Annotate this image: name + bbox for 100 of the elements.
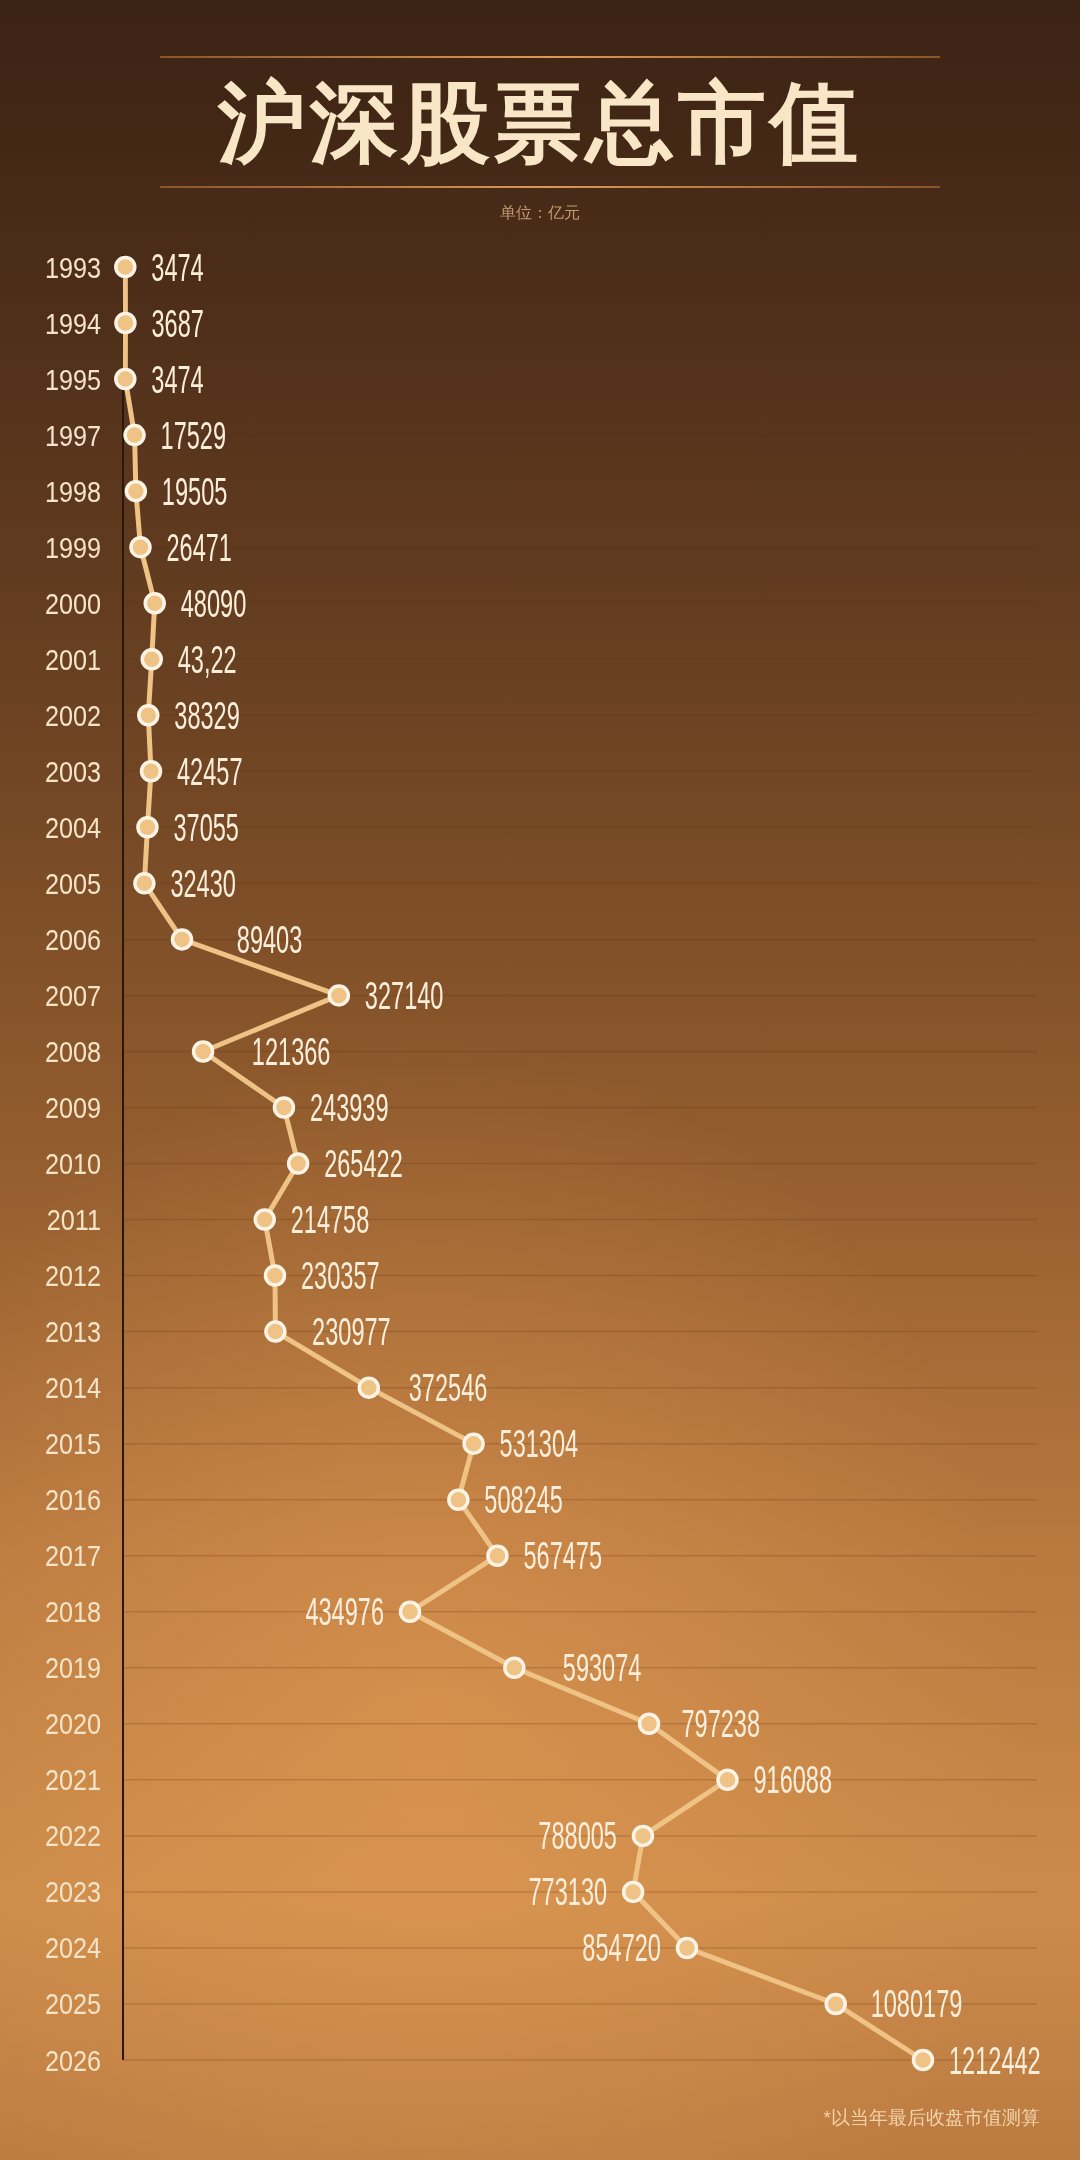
data-label: 89403 [236, 918, 303, 962]
point [621, 1880, 645, 1904]
y-tick-label: 2023 [44, 1875, 101, 1909]
y-tick-label: 2002 [44, 699, 101, 733]
data-label: 1212442 [949, 2038, 1041, 2082]
chart-subtitle: 单位：亿元 [500, 204, 580, 221]
point [486, 1544, 509, 1567]
point [462, 1432, 485, 1455]
data-label: 372546 [408, 1366, 488, 1410]
data-label: 567475 [523, 1534, 603, 1578]
y-tick-label: 2000 [44, 587, 101, 621]
data-label: 434976 [305, 1590, 385, 1634]
y-tick-label: 2024 [44, 1931, 101, 1965]
point [139, 760, 163, 783]
y-tick-label: 2020 [44, 1707, 101, 1741]
text: *以当年最后收盘市值测算 [823, 2107, 1040, 2128]
data-label: 265422 [324, 1142, 403, 1186]
data-label: 243939 [309, 1086, 389, 1130]
data-label: 17529 [160, 413, 227, 457]
data-label: 773130 [528, 1870, 608, 1914]
y-tick-label: 2009 [44, 1091, 101, 1125]
y-tick-label: 2014 [44, 1371, 101, 1405]
data-label: 854720 [582, 1926, 661, 1970]
data-label: 37055 [173, 805, 239, 850]
y-tick-label: 2008 [44, 1035, 101, 1069]
data-label: 3474 [151, 357, 204, 401]
point [716, 1768, 739, 1792]
y-tick-label: 2018 [44, 1595, 101, 1629]
data-label: 38329 [174, 693, 240, 738]
data-label: 19505 [161, 469, 228, 514]
y-tick-label: 2015 [44, 1427, 101, 1461]
y-tick-label: 2016 [44, 1483, 101, 1517]
point [253, 1208, 276, 1231]
y-tick-label: 2001 [44, 643, 101, 677]
y-tick-label: 1999 [44, 530, 101, 565]
point [114, 367, 137, 391]
data-label: 121366 [251, 1030, 331, 1074]
point [357, 1376, 381, 1399]
y-tick-label: 2010 [44, 1147, 101, 1181]
y-tick-label: 2011 [46, 1203, 101, 1237]
point [114, 311, 137, 335]
point [170, 928, 194, 951]
y-tick-label: 1994 [44, 306, 101, 340]
point [114, 255, 137, 279]
point [272, 1096, 296, 1119]
data-label: 508245 [484, 1478, 563, 1522]
point [398, 1600, 422, 1623]
data-label: 3687 [151, 301, 204, 345]
point [133, 872, 156, 895]
y-tick-label: 2007 [44, 979, 101, 1013]
point [824, 1992, 847, 2016]
y-tick-label: 2026 [44, 2043, 101, 2077]
y-tick-label: 2025 [44, 1987, 101, 2021]
point [143, 591, 166, 615]
point [447, 1488, 470, 1511]
y-tick-label: 2013 [44, 1315, 101, 1349]
point [123, 423, 146, 447]
data-label: 48090 [180, 581, 247, 626]
point [124, 479, 148, 503]
point [264, 1320, 287, 1343]
point [675, 1936, 699, 1960]
chart-title: 沪深股票总市值 [217, 73, 862, 172]
data-label: 1080179 [870, 1982, 963, 2026]
data-label: 3474 [151, 245, 204, 289]
y-tick-label: 2006 [44, 923, 101, 957]
y-tick-label: 2004 [44, 811, 101, 845]
data-label: 230977 [312, 1310, 391, 1354]
point [911, 2048, 935, 2072]
point [503, 1656, 526, 1680]
point [327, 984, 351, 1007]
point [191, 1040, 215, 1063]
point [137, 704, 160, 727]
point [631, 1824, 655, 1848]
data-label: 916088 [753, 1758, 833, 1802]
y-tick-label: 2003 [44, 755, 101, 789]
data-label: 797238 [681, 1702, 761, 1746]
point [129, 535, 152, 559]
data-label: 593074 [562, 1646, 642, 1690]
y-tick-label: 1993 [44, 250, 101, 284]
y-tick-label: 2005 [44, 867, 101, 901]
y-tick-label: 1997 [44, 418, 101, 452]
y-tick-label: 1995 [44, 362, 101, 396]
point [286, 1152, 310, 1175]
y-tick-label: 2017 [44, 1539, 101, 1573]
data-label: 32430 [170, 861, 236, 906]
data-label: 214758 [290, 1198, 370, 1242]
y-tick-label: 2022 [44, 1819, 101, 1853]
data-label: 531304 [499, 1422, 579, 1466]
y-tick-label: 2021 [44, 1763, 101, 1797]
annotation: 43,22 [177, 637, 237, 682]
data-label: 327140 [364, 974, 444, 1018]
y-tick-label: 2019 [44, 1651, 101, 1685]
data-label: 42457 [177, 749, 243, 794]
y-tick-label: 1998 [44, 474, 101, 509]
point [263, 1264, 287, 1287]
point [140, 647, 163, 671]
data-label: 230357 [301, 1254, 380, 1298]
point [136, 816, 159, 839]
y-tick-label: 2012 [44, 1259, 101, 1293]
data-label: 26471 [166, 525, 232, 570]
